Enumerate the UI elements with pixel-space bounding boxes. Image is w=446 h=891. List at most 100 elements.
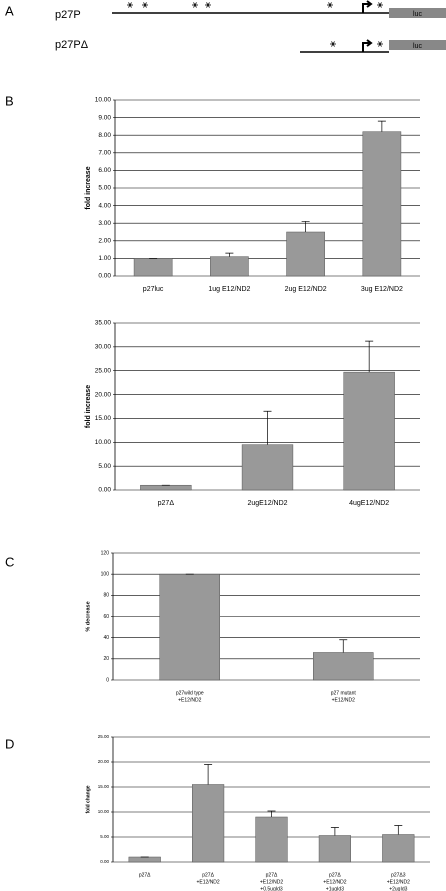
y-tick-label: 2.00 [98,238,111,245]
star-stroke [193,2,197,8]
panel-label: B [5,93,14,108]
bar [159,573,220,681]
y-tick-label: 9.00 [98,114,111,121]
bar [362,131,402,277]
y-tick-label: 4.00 [98,202,111,209]
bar [192,784,225,863]
y-tick-label: 5.00 [98,463,111,470]
y-tick-label: 1.00 [98,255,111,262]
x-tick-label: +E12/ND2 [260,879,283,885]
x-tick-label: +2ugId3 [389,886,407,891]
x-tick-label: 2ugE12/ND2 [247,500,287,507]
x-tick-label: +E12/ND2 [323,879,346,885]
bar [313,652,374,681]
tss-arrow [362,39,373,52]
panel-label: A [5,3,14,18]
luc-label: luc [413,43,422,50]
x-tick-label: p27Δ3 [391,872,406,878]
x-tick-label: +0.5ugId3 [260,886,283,891]
star-stroke [143,2,147,8]
y-tick-label: 10.00 [98,809,110,814]
construct-label: p27P [55,9,81,21]
bar [255,816,288,863]
y-tick-label: 25.00 [95,367,112,374]
x-tick-label: p27wild type [176,690,204,696]
y-tick-label: 20 [103,656,109,662]
x-tick-label: p27Δ [202,872,214,878]
luc-box [389,40,446,50]
x-tick-label: p27Δ [158,500,175,507]
star-stroke [331,41,335,47]
y-tick-label: 10.00 [95,97,112,104]
star-stroke [378,2,382,8]
x-tick-label: +E12/ND2 [178,697,201,703]
y-tick-label: 15.00 [98,784,110,789]
y-tick-label: 60 [103,614,109,620]
x-tick-label: +E12/ND2 [196,879,219,885]
bar [140,484,192,491]
y-axis-label: fold increase [85,166,92,209]
y-tick-label: 25.00 [98,734,110,739]
error-bar [267,810,276,817]
panel-label: D [5,736,14,751]
x-tick-label: p27 mutant [331,690,357,696]
y-tick-label: 20.00 [98,759,110,764]
luc-box [389,8,446,18]
y-tick-label: 120 [101,550,110,556]
construct-label: p27PΔ [55,39,89,51]
y-tick-label: 5.00 [100,834,109,839]
x-tick-label: 1ug E12/ND2 [208,286,250,293]
y-tick-label: 0.00 [98,273,111,280]
x-tick-label: p27Δ [139,872,151,878]
panel-label: C [5,554,14,569]
x-tick-label: p27Δ [266,872,278,878]
y-tick-label: 8.00 [98,132,111,139]
error-bar [365,340,374,373]
error-bar [339,639,348,653]
error-bar [225,252,234,257]
star-stroke [328,2,332,8]
bar [318,835,351,863]
error-bar [394,825,403,835]
x-tick-label: p27luc [143,286,164,293]
y-tick-label: 0.00 [98,487,111,494]
error-bar [301,221,310,232]
y-tick-label: 40 [103,635,109,641]
x-tick-label: 3ug E12/ND2 [361,286,403,293]
y-tick-label: 100 [101,571,110,577]
y-tick-label: 20.00 [95,391,112,398]
y-tick-label: 6.00 [98,167,111,174]
y-axis-label: fold change [85,785,91,813]
error-bar [330,827,339,836]
y-tick-label: 35.00 [95,320,112,327]
bar [133,258,173,277]
bar [382,834,415,863]
x-tick-label: 2ug E12/ND2 [285,286,327,293]
y-tick-label: 3.00 [98,220,111,227]
y-tick-label: 0.00 [100,859,109,864]
e-box-markers [127,2,383,47]
bar [210,256,249,277]
y-tick-label: 7.00 [98,150,111,157]
bar [343,371,395,491]
bar [128,856,161,863]
x-tick-label: +E12/ND2 [387,879,410,885]
star-stroke [206,2,210,8]
x-tick-label: +1ugId3 [326,886,344,891]
y-tick-label: 80 [103,593,109,599]
y-tick-label: 15.00 [95,415,112,422]
y-tick-label: 5.00 [98,185,111,192]
error-bar [377,120,386,132]
y-axis-label: % decrease [85,601,91,631]
y-tick-label: 30.00 [95,344,112,351]
luc-label: luc [413,11,422,18]
bar [286,231,325,277]
y-tick-label: 10.00 [95,439,112,446]
bar [241,444,294,491]
x-tick-label: 4ugE12/ND2 [349,500,389,507]
x-tick-label: p27Δ [329,872,341,878]
error-bar [263,410,272,445]
star-stroke [128,2,132,8]
x-tick-label: +E12/ND2 [332,697,355,703]
